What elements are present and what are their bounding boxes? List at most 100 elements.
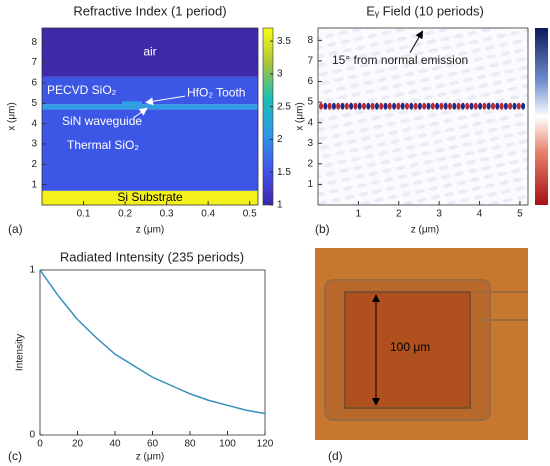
x-tick-label: 1 [356, 209, 362, 220]
layer [42, 104, 258, 110]
layer [42, 109, 258, 191]
field-lobe [469, 102, 474, 110]
x-tick-label: 120 [257, 439, 274, 450]
field-lobe [400, 102, 405, 110]
colorbar [262, 27, 274, 206]
y-axis-label: Intensity [15, 334, 26, 371]
field-lobe [508, 102, 513, 110]
panel-label: (d) [328, 449, 343, 463]
colorbar-tick-label: 2 [277, 134, 283, 145]
annotation: 15° from normal emission [332, 53, 468, 67]
y-tick-label: 8 [307, 35, 313, 46]
arrow [133, 107, 148, 118]
pad [344, 291, 471, 409]
layer-label: Si Substrate [117, 190, 183, 204]
x-axis-label: z (μm) [411, 225, 440, 236]
field-lobe [521, 102, 526, 110]
field-lobe [478, 102, 483, 110]
field-lobe [465, 102, 470, 110]
y-axis-label: x (μm) [295, 102, 306, 131]
field-lobe [379, 102, 384, 110]
panel-a: Si Substrate Thermal SiO₂ SiN waveguide PEC… [7, 3, 292, 236]
colorbar-tick-label: 2.5 [277, 101, 291, 112]
field-lobe [473, 102, 478, 110]
field-lobe [319, 102, 323, 110]
lead [475, 291, 528, 321]
field-lobe [491, 102, 495, 110]
field-lobe [503, 102, 508, 110]
colorbar [535, 28, 548, 205]
field-lobe [349, 102, 354, 110]
x-tick-label: 3 [436, 209, 442, 220]
panel-d: 100 μm (d) [315, 248, 528, 463]
field-lobe [353, 102, 358, 110]
chart-title: Eᵧ Field (10 periods) [366, 3, 484, 18]
field-lobe [405, 102, 409, 110]
layer-label: air [143, 45, 156, 59]
x-tick-label: 0 [37, 439, 43, 450]
field-lobe [512, 102, 517, 110]
colorbar-tick-label: 1 [277, 200, 283, 211]
field-lobe [413, 102, 418, 110]
field-lobe [340, 102, 345, 110]
axes-frame [41, 27, 259, 206]
y-tick-label: 0 [29, 430, 35, 441]
field-lobe [344, 102, 349, 110]
layer-label: Thermal SiO₂ [67, 138, 139, 152]
y-tick-label: 1 [29, 265, 35, 276]
x-tick-label: 60 [147, 439, 159, 450]
y-tick-label: 1 [307, 179, 313, 190]
field-lobe [357, 102, 362, 110]
field-lobe [439, 102, 444, 110]
layer-label: PECVD SiO₂ [47, 83, 117, 97]
field-lobe [426, 102, 431, 110]
field-lobe [452, 102, 457, 110]
x-tick-label: 4 [477, 209, 483, 220]
line [39, 269, 266, 415]
y-tick-label: 5 [307, 97, 313, 108]
y-tick-label: 8 [31, 37, 37, 48]
x-tick-label: 100 [219, 439, 236, 450]
x-axis-label: z (μm) [136, 225, 165, 236]
tooth [122, 101, 142, 105]
y-tick-label: 3 [307, 138, 313, 149]
field-lobe [366, 102, 371, 110]
x-tick-label: 0.2 [118, 209, 132, 220]
field-lobe [383, 102, 388, 110]
field-lobe [392, 102, 397, 110]
field-background [318, 28, 528, 205]
field-lobe [370, 102, 375, 110]
x-tick-label: 0.5 [243, 209, 257, 220]
layer [42, 190, 258, 205]
layer-label: SiN waveguide [62, 114, 142, 128]
mode [319, 102, 526, 110]
y-tick-label: 3 [31, 139, 37, 150]
x-tick-label: 40 [109, 439, 121, 450]
arrow [409, 30, 424, 53]
y-tick-label: 1 [31, 179, 37, 190]
y-tick-label: 6 [31, 78, 37, 89]
field-lobe [396, 102, 401, 110]
arrow [145, 95, 186, 106]
x-tick-label: 0.4 [201, 209, 215, 220]
field-lobe [460, 102, 465, 110]
axes-frame [317, 27, 529, 206]
field-lobe [430, 102, 435, 110]
field-lobe [486, 102, 491, 110]
field-lobe [327, 102, 332, 110]
field-lobe [456, 102, 461, 110]
x-tick-label: 80 [184, 439, 196, 450]
field-lobe [387, 102, 392, 110]
axes-frame [39, 269, 266, 436]
field-lobe [422, 102, 427, 110]
x-tick-label: 20 [72, 439, 84, 450]
field-lobe [516, 102, 521, 110]
annotation: HfO₂ Tooth [187, 85, 245, 99]
y-tick-label: 6 [307, 76, 313, 87]
x-tick-label: 2 [396, 209, 402, 220]
annotation: 100 μm [390, 340, 430, 354]
x-tick-label: 0.3 [160, 209, 174, 220]
field-lobe [362, 102, 366, 110]
x-tick-label: 5 [517, 209, 523, 220]
